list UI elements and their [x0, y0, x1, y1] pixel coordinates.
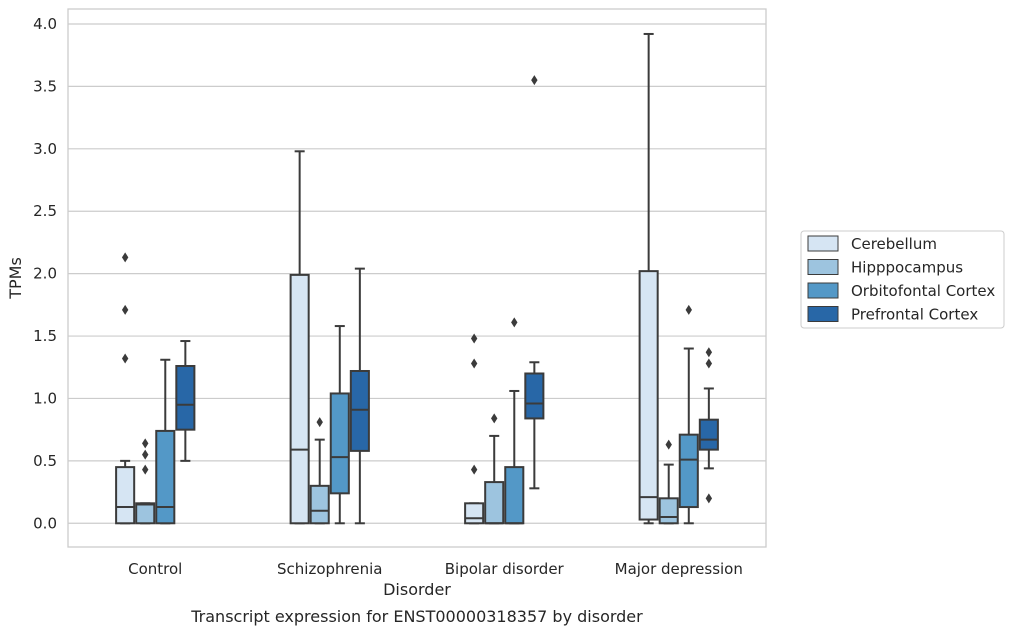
box-orbitofontal-cortex — [504, 317, 525, 525]
box-orbitofontal-cortex — [155, 358, 176, 525]
box-body — [135, 502, 156, 525]
x-tick-label: Schizophrenia — [277, 560, 382, 578]
y-tick-label: 3.0 — [33, 140, 57, 158]
box-orbitofontal-cortex — [329, 325, 350, 525]
box-hipppocampus — [135, 438, 156, 525]
box-hipppocampus — [309, 417, 330, 525]
outlier-point — [491, 413, 498, 424]
chart-caption: Transcript expression for ENST0000031835… — [190, 607, 643, 626]
box-body — [524, 372, 545, 420]
box-prefrontal-cortex — [524, 75, 545, 490]
box-body — [155, 429, 176, 525]
box-body — [175, 365, 196, 431]
outlier-point — [121, 252, 129, 263]
outlier-point — [142, 449, 149, 460]
box-cerebellum — [464, 333, 485, 525]
legend-swatch — [807, 282, 839, 299]
box-body — [349, 369, 370, 452]
legend-frame — [800, 230, 1005, 329]
box-orbitofontal-cortex — [678, 304, 699, 525]
outlier-point — [470, 333, 478, 344]
legend-label: Prefrontal Cortex — [851, 306, 978, 324]
y-axis-label: TPMs — [6, 257, 25, 300]
outlier-point — [470, 464, 478, 475]
box-body — [698, 418, 719, 451]
box-prefrontal-cortex — [175, 340, 196, 462]
outlier-point — [705, 493, 713, 504]
y-axis-ticks: 0.0 0.5 1.0 1.5 2.0 2.5 3.0 3.5 4.0 — [33, 15, 57, 532]
outlier-point — [470, 358, 478, 369]
boxes — [115, 32, 719, 525]
x-axis-ticks: Control Schizophrenia Bipolar disorder Majo… — [128, 560, 743, 578]
box-body — [464, 502, 485, 525]
x-axis-label: Disorder — [383, 580, 451, 599]
y-tick-label: 3.5 — [33, 77, 57, 95]
box-body — [484, 481, 505, 525]
box-body — [658, 497, 679, 525]
y-tick-label: 0.5 — [33, 452, 57, 470]
outlier-point — [705, 358, 713, 369]
box-cerebellum — [638, 32, 659, 525]
legend-label: Orbitofontal Cortex — [851, 282, 995, 300]
box-body — [504, 466, 525, 525]
y-tick-label: 2.0 — [33, 265, 57, 283]
box-hipppocampus — [484, 413, 505, 525]
box-prefrontal-cortex — [349, 267, 370, 525]
legend-label: Cerebellum — [851, 235, 937, 253]
x-tick-label: Major depression — [615, 560, 743, 578]
box-body — [678, 433, 699, 509]
outlier-point — [685, 304, 692, 315]
legend-label: Hipppocampus — [851, 259, 963, 277]
legend-swatch — [807, 259, 839, 275]
legend-swatch — [807, 306, 839, 322]
box-body — [309, 484, 330, 525]
outlier-point — [511, 317, 518, 328]
x-tick-label: Bipolar disorder — [445, 560, 565, 578]
box-prefrontal-cortex — [698, 347, 719, 504]
outlier-point — [531, 75, 538, 86]
y-tick-label: 1.5 — [33, 327, 57, 345]
outlier-point — [316, 417, 323, 428]
y-tick-label: 2.5 — [33, 202, 57, 220]
outlier-point — [142, 464, 149, 475]
legend-swatch — [807, 235, 839, 252]
y-tick-label: 1.0 — [33, 389, 57, 407]
box-body — [289, 273, 310, 525]
outlier-point — [121, 353, 129, 364]
y-tick-label: 0.0 — [33, 514, 57, 532]
outlier-point — [705, 347, 713, 358]
outlier-point — [665, 439, 672, 450]
outlier-point — [142, 438, 149, 449]
box-hipppocampus — [658, 439, 679, 525]
box-body — [115, 466, 136, 525]
box-body — [329, 392, 350, 495]
y-tick-label: 4.0 — [33, 15, 57, 33]
box-body — [638, 270, 659, 521]
legend: Cerebellum Hipppocampus Orbitofontal Corte… — [800, 230, 1005, 329]
box-cerebellum — [115, 252, 136, 525]
x-tick-label: Control — [128, 560, 182, 578]
box-cerebellum — [289, 150, 310, 525]
outlier-point — [121, 304, 129, 315]
